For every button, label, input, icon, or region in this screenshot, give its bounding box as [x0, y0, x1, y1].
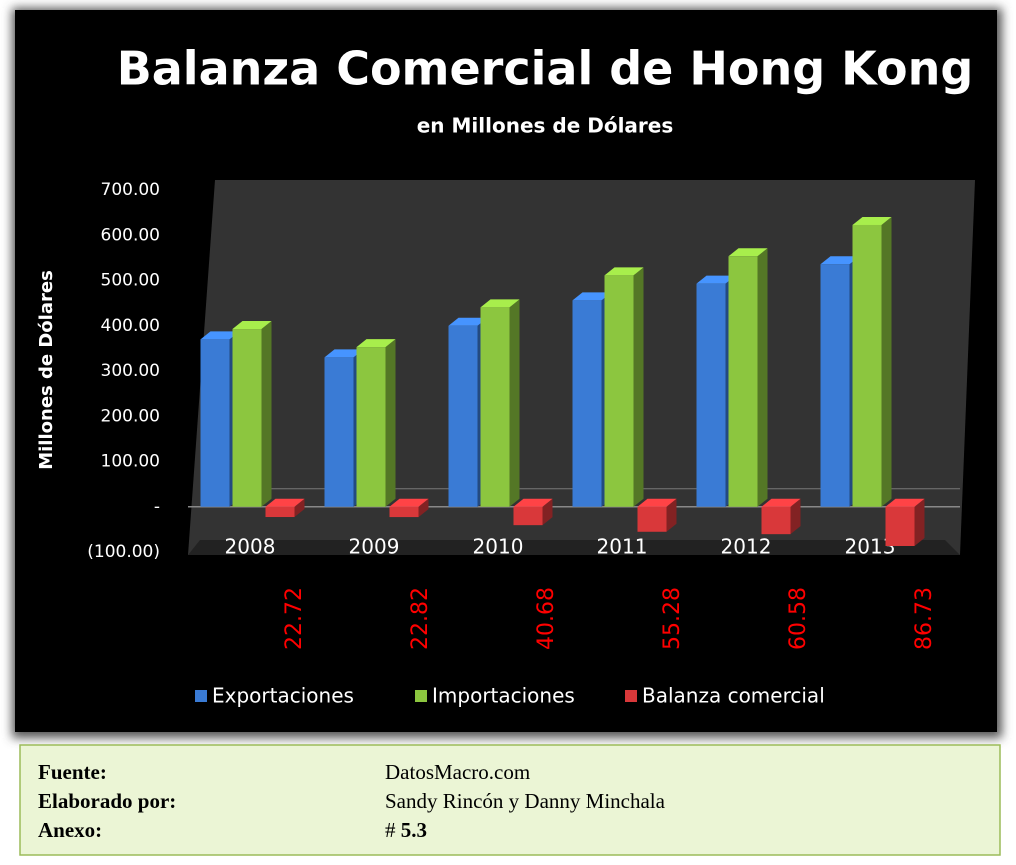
bar-top — [265, 498, 305, 507]
bar — [324, 357, 354, 507]
bar-top — [761, 498, 801, 507]
bar-top — [480, 299, 520, 308]
bar-side — [790, 498, 801, 535]
bar-side — [542, 498, 553, 526]
footer-value: DatosMacro.com — [385, 760, 530, 784]
bar-top — [232, 321, 272, 330]
legend-swatch — [625, 690, 637, 702]
data-label: 60.58 — [786, 587, 811, 650]
footer-number: 5.3 — [401, 818, 427, 842]
bar-top — [696, 275, 736, 284]
y-tick-label: 300.00 — [101, 361, 160, 381]
bar — [356, 347, 386, 507]
y-tick-label: (100.00) — [87, 542, 160, 562]
bar-side — [509, 299, 520, 507]
bar-side — [881, 216, 892, 507]
bar-top — [637, 498, 677, 507]
bar — [604, 275, 634, 507]
y-tick-label: - — [154, 497, 160, 517]
y-tick-label: 100.00 — [101, 452, 160, 472]
bar-top — [885, 498, 925, 507]
x-tick-label: 2009 — [349, 535, 400, 559]
bar-top — [513, 498, 553, 507]
bar — [513, 506, 543, 526]
bar — [696, 283, 726, 507]
bar-top — [200, 331, 240, 340]
bar-top — [820, 256, 860, 265]
legend-label: Importaciones — [432, 684, 575, 708]
legend-label: Exportaciones — [212, 684, 354, 708]
bar — [852, 224, 882, 507]
x-tick-label: 2011 — [597, 535, 648, 559]
data-label: 22.72 — [282, 587, 307, 650]
y-tick-label: 600.00 — [101, 225, 160, 245]
footer-label: Fuente: — [38, 760, 107, 784]
bar-side — [757, 248, 768, 507]
chart-subtitle: en Millones de Dólares — [417, 114, 674, 138]
bar-top — [852, 216, 892, 225]
x-tick-label: 2012 — [721, 535, 772, 559]
legend-label: Balanza comercial — [642, 684, 825, 708]
data-label: 55.28 — [660, 587, 685, 650]
y-axis-title: Millones de Dólares — [36, 270, 57, 470]
x-tick-label: 2008 — [225, 535, 276, 559]
bar — [820, 264, 850, 507]
bar-top — [356, 339, 396, 348]
bar-side — [914, 498, 925, 546]
bar — [265, 506, 295, 518]
bar — [728, 256, 758, 507]
bar-top — [389, 498, 429, 507]
bar-top — [572, 292, 612, 301]
legend-swatch — [415, 690, 427, 702]
bar — [885, 506, 915, 546]
x-tick-label: 2010 — [473, 535, 524, 559]
bar — [637, 506, 667, 532]
bar-side — [633, 267, 644, 507]
y-tick-label: 700.00 — [101, 180, 160, 200]
legend-swatch — [195, 690, 207, 702]
chart-title: Balanza Comercial de Hong Kong — [117, 42, 974, 96]
footer-prefix: # — [385, 818, 396, 842]
footer-box — [19, 744, 1001, 856]
footer-value: # 5.3 — [385, 818, 427, 842]
bar-side — [261, 321, 272, 507]
bar-top — [448, 317, 488, 326]
bar — [480, 307, 510, 507]
bar — [761, 506, 791, 535]
footer-label: Elaborado por: — [38, 789, 176, 813]
bar — [200, 339, 230, 507]
bar-top — [604, 267, 644, 276]
y-tick-label: 200.00 — [101, 406, 160, 426]
bar — [232, 329, 262, 507]
bar — [448, 325, 478, 507]
data-label: 40.68 — [534, 587, 559, 650]
footer-label: Anexo: — [38, 818, 102, 842]
bar-top — [728, 248, 768, 257]
y-tick-label: 400.00 — [101, 316, 160, 336]
bar — [389, 506, 419, 518]
bar-side — [666, 498, 677, 532]
plot-floor — [188, 540, 960, 555]
bar-side — [385, 339, 396, 507]
data-label: 22.82 — [408, 587, 433, 650]
bar-side — [294, 498, 305, 518]
y-tick-label: 500.00 — [101, 271, 160, 291]
data-label: 86.73 — [912, 587, 937, 650]
bar-top — [324, 349, 364, 358]
bar — [572, 300, 602, 507]
bar-side — [418, 498, 429, 518]
footer-value: Sandy Rincón y Danny Minchala — [385, 789, 666, 813]
